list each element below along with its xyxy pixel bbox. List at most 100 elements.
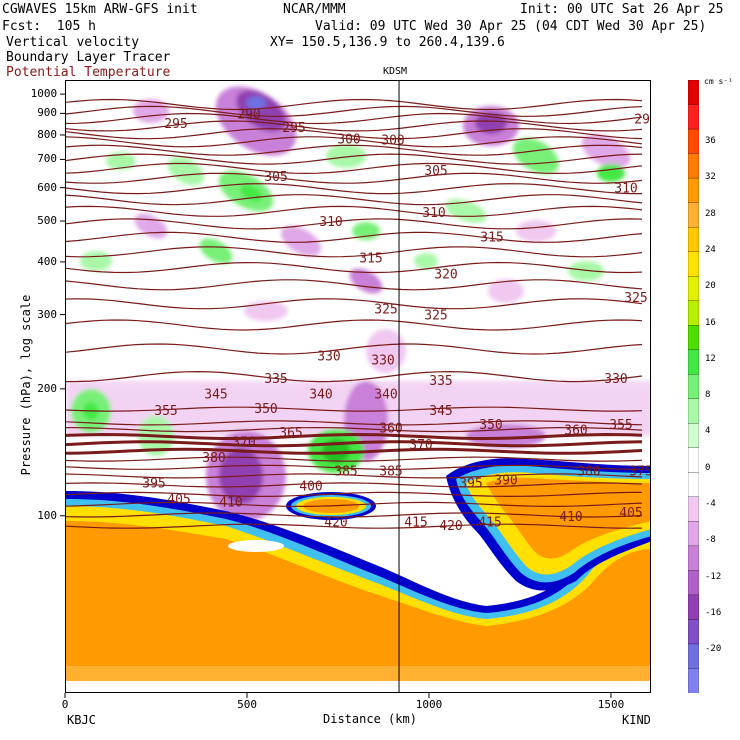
colorbar-bin — [688, 643, 699, 670]
y-tick-label: 400 — [37, 254, 58, 268]
colorbar-tick-label: 20 — [705, 281, 716, 292]
theta-label: 300 — [381, 134, 404, 149]
theta-contour-line — [66, 261, 643, 274]
colorbar-tick-label: 4 — [705, 426, 711, 437]
marker-label: KDSM — [383, 66, 408, 77]
header-field1: Vertical velocity — [6, 35, 140, 50]
theta-contour-line — [66, 144, 643, 156]
theta-label: 295 — [634, 113, 651, 128]
header-field3: Potential Temperature — [6, 65, 171, 80]
theta-label: 305 — [424, 164, 447, 179]
theta-contour-line — [66, 136, 643, 148]
theta-label: 315 — [359, 251, 382, 266]
theta-contour-line — [66, 231, 643, 243]
colorbar-tick-label: -12 — [705, 571, 722, 582]
theta-contour-line — [66, 447, 643, 455]
header-init: Init: 00 UTC Sat 26 Apr 25 — [520, 2, 724, 17]
theta-label: 375 — [629, 465, 651, 480]
theta-contour-line — [66, 501, 643, 507]
header-field2: Boundary Layer Tracer — [6, 50, 171, 65]
theta-label: 415 — [404, 515, 427, 530]
theta-contour-line — [66, 370, 643, 383]
theta-label: 290 — [237, 107, 260, 122]
theta-label: 410 — [559, 510, 582, 525]
theta-contour-line — [66, 426, 643, 433]
theta-label: 330 — [317, 349, 340, 364]
colorbar-tick-label: 0 — [705, 462, 711, 473]
colorbar-tick-label: 28 — [705, 208, 716, 219]
colorbar-bin — [688, 447, 699, 473]
y-tick-label: 800 — [37, 127, 58, 141]
x-tick-label: 1000 — [415, 698, 443, 711]
theta-contour-line — [66, 205, 643, 217]
theta-label: 305 — [264, 170, 287, 185]
theta-label: 355 — [154, 404, 177, 419]
theta-label: 330 — [371, 353, 394, 368]
theta-label: 360 — [564, 424, 587, 439]
theta-contour-line — [66, 482, 643, 488]
theta-contour-line — [66, 183, 642, 195]
theta-label: 355 — [609, 418, 632, 433]
theta-contour-line — [66, 319, 643, 331]
colorbar-bin — [688, 496, 699, 523]
theta-label: 360 — [379, 421, 402, 436]
colorbar-tick-label: 8 — [705, 390, 711, 401]
header-model: CGWAVES 15km ARW-GFS init — [2, 2, 198, 17]
header-fcst: Fcst: 105 h — [2, 19, 96, 34]
theta-label: 335 — [429, 374, 452, 389]
theta-label: 370 — [409, 438, 432, 453]
theta-label: 380 — [577, 465, 600, 480]
colorbar-bin — [688, 251, 699, 277]
theta-contour-line — [66, 153, 643, 165]
colorbar-bin — [688, 521, 699, 547]
theta-label: 370 — [232, 436, 255, 451]
theta-contour-line — [66, 440, 643, 448]
theta-label: 395 — [459, 476, 482, 491]
colorbar-bin — [688, 325, 699, 351]
theta-contour-line — [66, 512, 643, 518]
header-valid: Valid: 09 UTC Wed 30 Apr 25 (04 CDT Wed … — [315, 19, 707, 34]
theta-contour-line — [66, 194, 643, 206]
theta-label: 395 — [142, 476, 165, 491]
theta-label: 295 — [164, 117, 187, 132]
colorbar-tick-label: -8 — [705, 535, 716, 546]
theta-label: 350 — [479, 418, 502, 433]
x-tick-label: 500 — [237, 698, 257, 711]
theta-label: 340 — [374, 387, 397, 402]
theta-label: 310 — [319, 215, 342, 230]
boundary-layer-tracer — [66, 458, 650, 692]
theta-label: 345 — [204, 387, 227, 402]
left-endpoint: KBJC — [67, 713, 96, 727]
x-tick-label: 1500 — [597, 698, 625, 711]
tropopause-band — [66, 381, 650, 521]
theta-contour-line — [66, 120, 643, 132]
theta-contour-line — [66, 218, 643, 230]
theta-contour-line — [66, 491, 642, 498]
theta-label: 420 — [324, 515, 347, 530]
theta-contour-line — [66, 162, 643, 175]
theta-label: 365 — [279, 426, 302, 441]
y-tick-label: 300 — [37, 307, 58, 321]
colorbar-bin — [688, 80, 699, 106]
theta-contour-line — [66, 128, 643, 140]
theta-label: 335 — [264, 372, 287, 387]
colorbar-bin — [688, 668, 699, 693]
colorbar-bin — [688, 472, 699, 498]
colorbar-bin — [688, 104, 699, 130]
colorbar-bin — [688, 398, 699, 424]
colorbar-bin — [688, 374, 699, 400]
theta-label: 345 — [429, 404, 452, 419]
colorbar-bin — [688, 177, 699, 204]
theta-contour-line — [66, 420, 643, 426]
theta-label: 295 — [282, 121, 305, 136]
colorbar-tick-label: 24 — [705, 244, 716, 255]
colorbar-tick-label: 16 — [705, 317, 716, 328]
right-endpoint: KIND — [622, 713, 651, 727]
colorbar-units: cm s⁻¹ — [704, 77, 733, 86]
theta-label: 300 — [337, 132, 360, 147]
theta-contour-line — [66, 112, 643, 125]
theta-label: 320 — [434, 268, 457, 283]
colorbar-bin — [688, 423, 699, 449]
colorbar-bin — [688, 570, 699, 596]
colorbar-tick-label: 12 — [705, 353, 716, 364]
